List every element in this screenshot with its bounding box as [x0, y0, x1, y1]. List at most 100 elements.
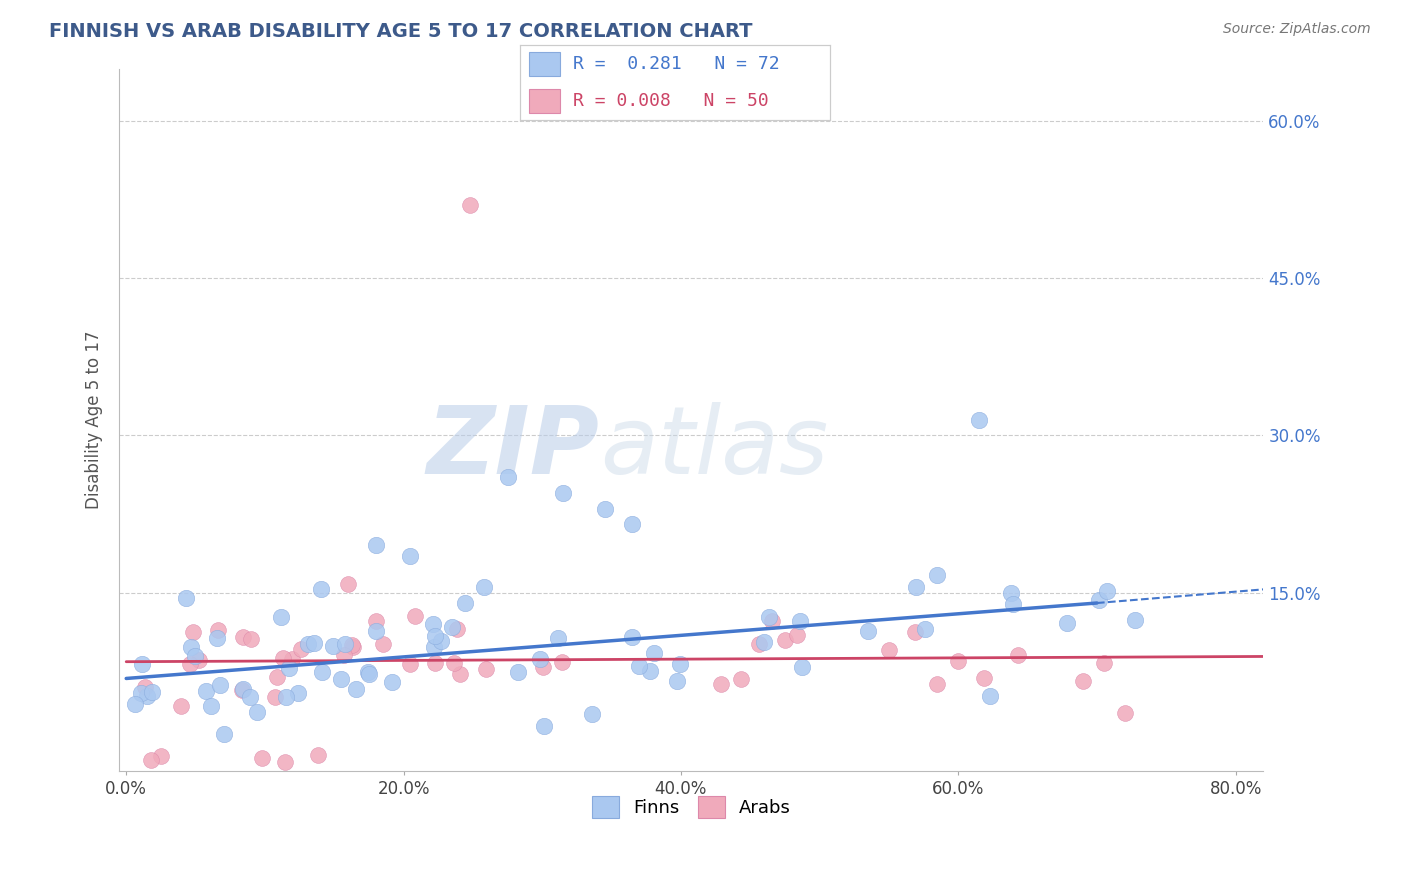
Point: [124, 697, 146, 711]
Point: [925, 568, 948, 582]
Point: [773, 632, 796, 647]
Text: FINNISH VS ARAB DISABILITY AGE 5 TO 17 CORRELATION CHART: FINNISH VS ARAB DISABILITY AGE 5 TO 17 C…: [49, 22, 752, 41]
Point: [330, 673, 353, 687]
Point: [170, 698, 193, 713]
Point: [180, 640, 202, 655]
Point: [1056, 616, 1078, 631]
Point: [443, 656, 465, 670]
Point: [399, 549, 422, 563]
Point: [422, 617, 444, 632]
Point: [209, 678, 232, 692]
Point: [307, 747, 329, 762]
Point: [593, 501, 616, 516]
Point: [620, 630, 643, 644]
Point: [200, 698, 222, 713]
Text: R =  0.281   N = 72: R = 0.281 N = 72: [572, 55, 779, 73]
Point: [239, 690, 262, 704]
Point: [150, 749, 173, 764]
Point: [273, 650, 295, 665]
Point: [747, 637, 769, 651]
Point: [212, 727, 235, 741]
Bar: [530, 52, 561, 77]
Point: [371, 637, 394, 651]
Bar: [530, 88, 561, 112]
Point: [496, 470, 519, 484]
Point: [441, 620, 464, 634]
Point: [472, 580, 495, 594]
Point: [1007, 648, 1029, 663]
Point: [508, 665, 530, 679]
Point: [1087, 593, 1109, 607]
Point: [290, 642, 312, 657]
Point: [340, 638, 363, 652]
Point: [344, 681, 367, 696]
Point: [581, 706, 603, 721]
Point: [1092, 656, 1115, 670]
Point: [789, 615, 811, 629]
Point: [335, 637, 357, 651]
Point: [904, 624, 927, 639]
Point: [181, 625, 204, 640]
Point: [475, 662, 498, 676]
Point: [758, 610, 780, 624]
Point: [273, 756, 295, 770]
Point: [404, 609, 426, 624]
Point: [425, 629, 447, 643]
Point: [187, 653, 209, 667]
Point: [533, 719, 555, 733]
Point: [232, 681, 254, 696]
Text: Source: ZipAtlas.com: Source: ZipAtlas.com: [1223, 22, 1371, 37]
Point: [297, 637, 319, 651]
Point: [342, 640, 364, 655]
Point: [423, 640, 446, 654]
Point: [129, 686, 152, 700]
Point: [184, 649, 207, 664]
Point: [246, 705, 269, 719]
Y-axis label: Disability Age 5 to 17: Disability Age 5 to 17: [86, 330, 103, 508]
Point: [174, 591, 197, 606]
Point: [131, 657, 153, 671]
Point: [1002, 597, 1025, 611]
Point: [730, 672, 752, 686]
Point: [877, 643, 900, 657]
Point: [194, 684, 217, 698]
Point: [979, 690, 1001, 704]
Point: [529, 651, 551, 665]
Point: [381, 674, 404, 689]
Point: [136, 689, 159, 703]
Point: [904, 580, 927, 594]
Point: [231, 682, 253, 697]
Point: [948, 654, 970, 668]
Point: [547, 631, 569, 645]
Point: [1123, 613, 1146, 627]
Point: [270, 610, 292, 624]
Point: [359, 666, 381, 681]
Point: [449, 667, 471, 681]
Point: [311, 665, 333, 679]
Point: [1097, 584, 1119, 599]
Point: [280, 651, 302, 665]
Point: [454, 596, 477, 610]
Point: [551, 486, 574, 500]
Point: [967, 412, 990, 426]
Text: atlas: atlas: [600, 402, 828, 493]
Point: [666, 674, 689, 689]
Point: [1000, 586, 1022, 600]
Point: [973, 671, 995, 685]
Point: [1073, 674, 1095, 689]
Point: [752, 634, 775, 648]
Point: [207, 631, 229, 645]
Text: ZIP: ZIP: [427, 401, 600, 493]
Point: [277, 661, 299, 675]
Point: [790, 660, 813, 674]
Point: [134, 680, 156, 694]
Point: [179, 657, 201, 672]
Point: [1114, 706, 1136, 720]
Point: [356, 665, 378, 679]
Point: [621, 517, 644, 532]
Point: [287, 686, 309, 700]
Point: [141, 685, 163, 699]
Legend: Finns, Arabs: Finns, Arabs: [585, 789, 799, 825]
Point: [333, 648, 356, 663]
Point: [458, 198, 481, 212]
